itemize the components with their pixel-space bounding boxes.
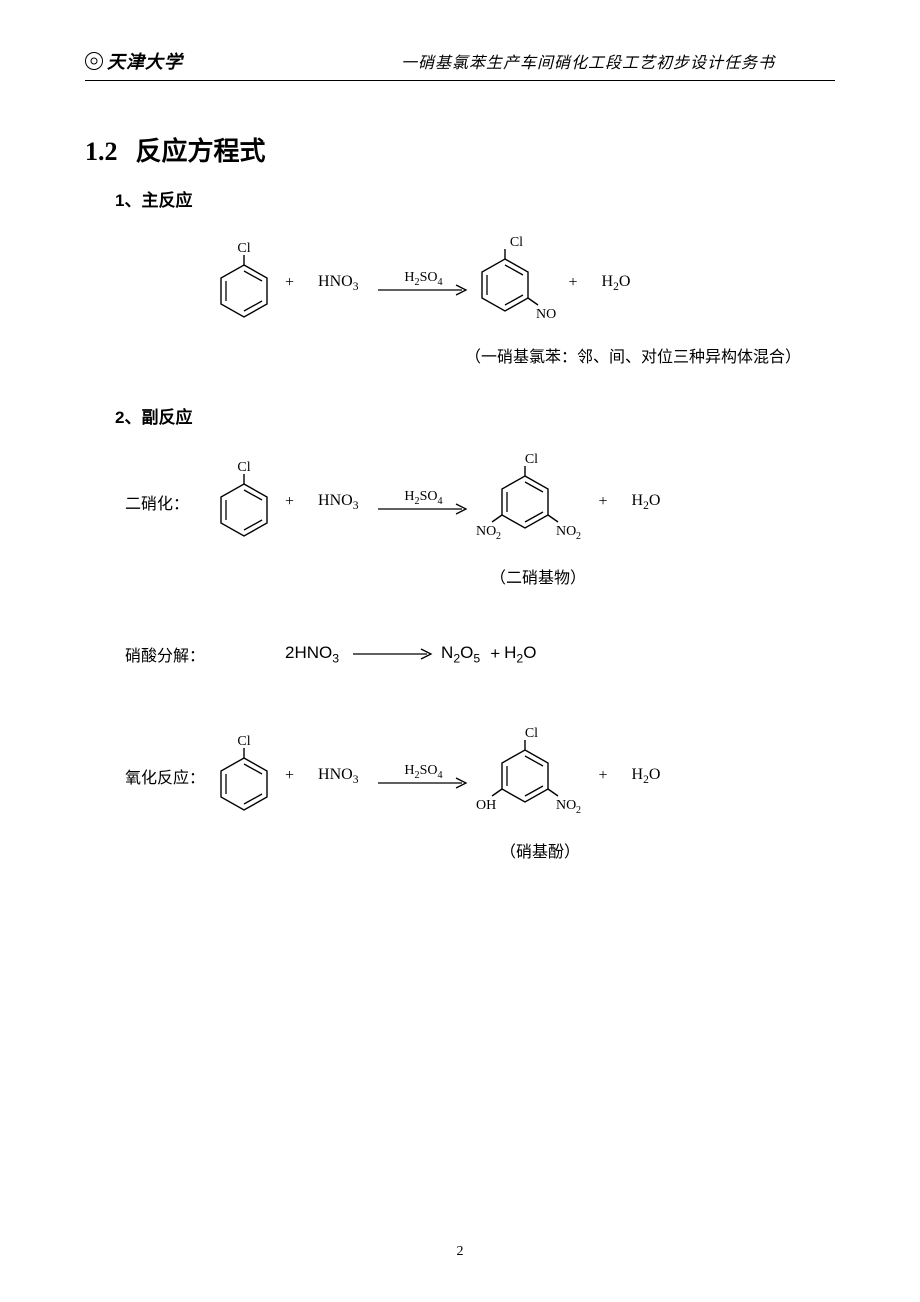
document-title: 一硝基氯苯生产车间硝化工段工艺初步设计任务书 bbox=[401, 49, 835, 73]
section-heading: 1.2 反应方程式 bbox=[85, 131, 835, 168]
product-nitrophenol: Cl NO2 OH bbox=[476, 726, 586, 826]
label-acid-decomp: 硝酸分解： bbox=[125, 642, 285, 666]
header-divider bbox=[85, 80, 835, 81]
page-header: 天津大学 一硝基氯苯生产车间硝化工段工艺初步设计任务书 bbox=[85, 48, 835, 80]
arrow-icon bbox=[378, 284, 468, 296]
reaction-arrow: H2SO4 bbox=[378, 270, 468, 296]
svg-text:2: 2 bbox=[576, 805, 581, 816]
section-number: 1.2 bbox=[85, 137, 118, 166]
benzene-ring-icon: NO2 NO2 bbox=[476, 466, 586, 552]
caption-main: （一硝基氯苯：邻、间、对位三种异构体混合） bbox=[465, 343, 835, 367]
plus-icon: + bbox=[285, 274, 294, 292]
benzene-ring-icon bbox=[215, 748, 273, 818]
reaction-acid-decomp: 硝酸分解： 2HNO3 N2O5 + H2O bbox=[125, 642, 835, 666]
svg-text:OH: OH bbox=[476, 798, 496, 813]
benzene-ring-icon: NO2 bbox=[476, 249, 556, 331]
reaction-arrow: H2SO4 bbox=[378, 763, 468, 789]
arrow-icon bbox=[378, 777, 468, 789]
section-title: 反应方程式 bbox=[136, 137, 266, 166]
logo-text: 天津大学 bbox=[107, 48, 183, 74]
caption-di: （二硝基物） bbox=[490, 564, 835, 588]
product-dinitro: Cl NO2 NO2 bbox=[476, 452, 586, 552]
plus-icon: + bbox=[568, 274, 577, 292]
reaction-oxidation: 氧化反应： Cl + HNO3 H2SO4 Cl bbox=[125, 726, 835, 826]
svg-text:NO: NO bbox=[476, 524, 496, 539]
product-h2o: H2O bbox=[602, 273, 631, 293]
university-logo: 天津大学 bbox=[85, 48, 183, 74]
arrow-icon bbox=[353, 648, 433, 660]
svg-text:NO: NO bbox=[556, 798, 576, 813]
benzene-ring-icon: NO2 OH bbox=[476, 740, 586, 826]
svg-text:NO: NO bbox=[536, 307, 556, 322]
arrow-icon bbox=[378, 503, 468, 515]
product-mononitro: Cl NO2 bbox=[476, 235, 556, 331]
svg-text:NO: NO bbox=[556, 524, 576, 539]
label-oxidation: 氧化反应： bbox=[125, 764, 215, 788]
reactant-chlorobenzene: Cl bbox=[215, 734, 273, 818]
svg-text:2: 2 bbox=[576, 531, 581, 542]
subheading-main: 1、主反应 bbox=[115, 186, 835, 211]
caption-nitrophenol: （硝基酚） bbox=[500, 838, 835, 862]
logo-seal-icon bbox=[85, 52, 103, 70]
reactant-chlorobenzene: Cl bbox=[215, 241, 273, 325]
svg-text:2: 2 bbox=[496, 531, 501, 542]
subheading-side: 2、副反应 bbox=[115, 403, 835, 428]
benzene-ring-icon bbox=[215, 255, 273, 325]
reactant-hno3: HNO3 bbox=[318, 273, 358, 293]
page-number: 2 bbox=[0, 1244, 920, 1260]
reactant-chlorobenzene: Cl bbox=[215, 460, 273, 544]
reaction-main: Cl + HNO3 H2SO4 Cl bbox=[215, 235, 835, 331]
reaction-dinitration: 二硝化： Cl + HNO3 H2SO4 Cl bbox=[125, 452, 835, 552]
label-dinitration: 二硝化： bbox=[125, 490, 215, 514]
benzene-ring-icon bbox=[215, 474, 273, 544]
reaction-arrow: H2SO4 bbox=[378, 489, 468, 515]
